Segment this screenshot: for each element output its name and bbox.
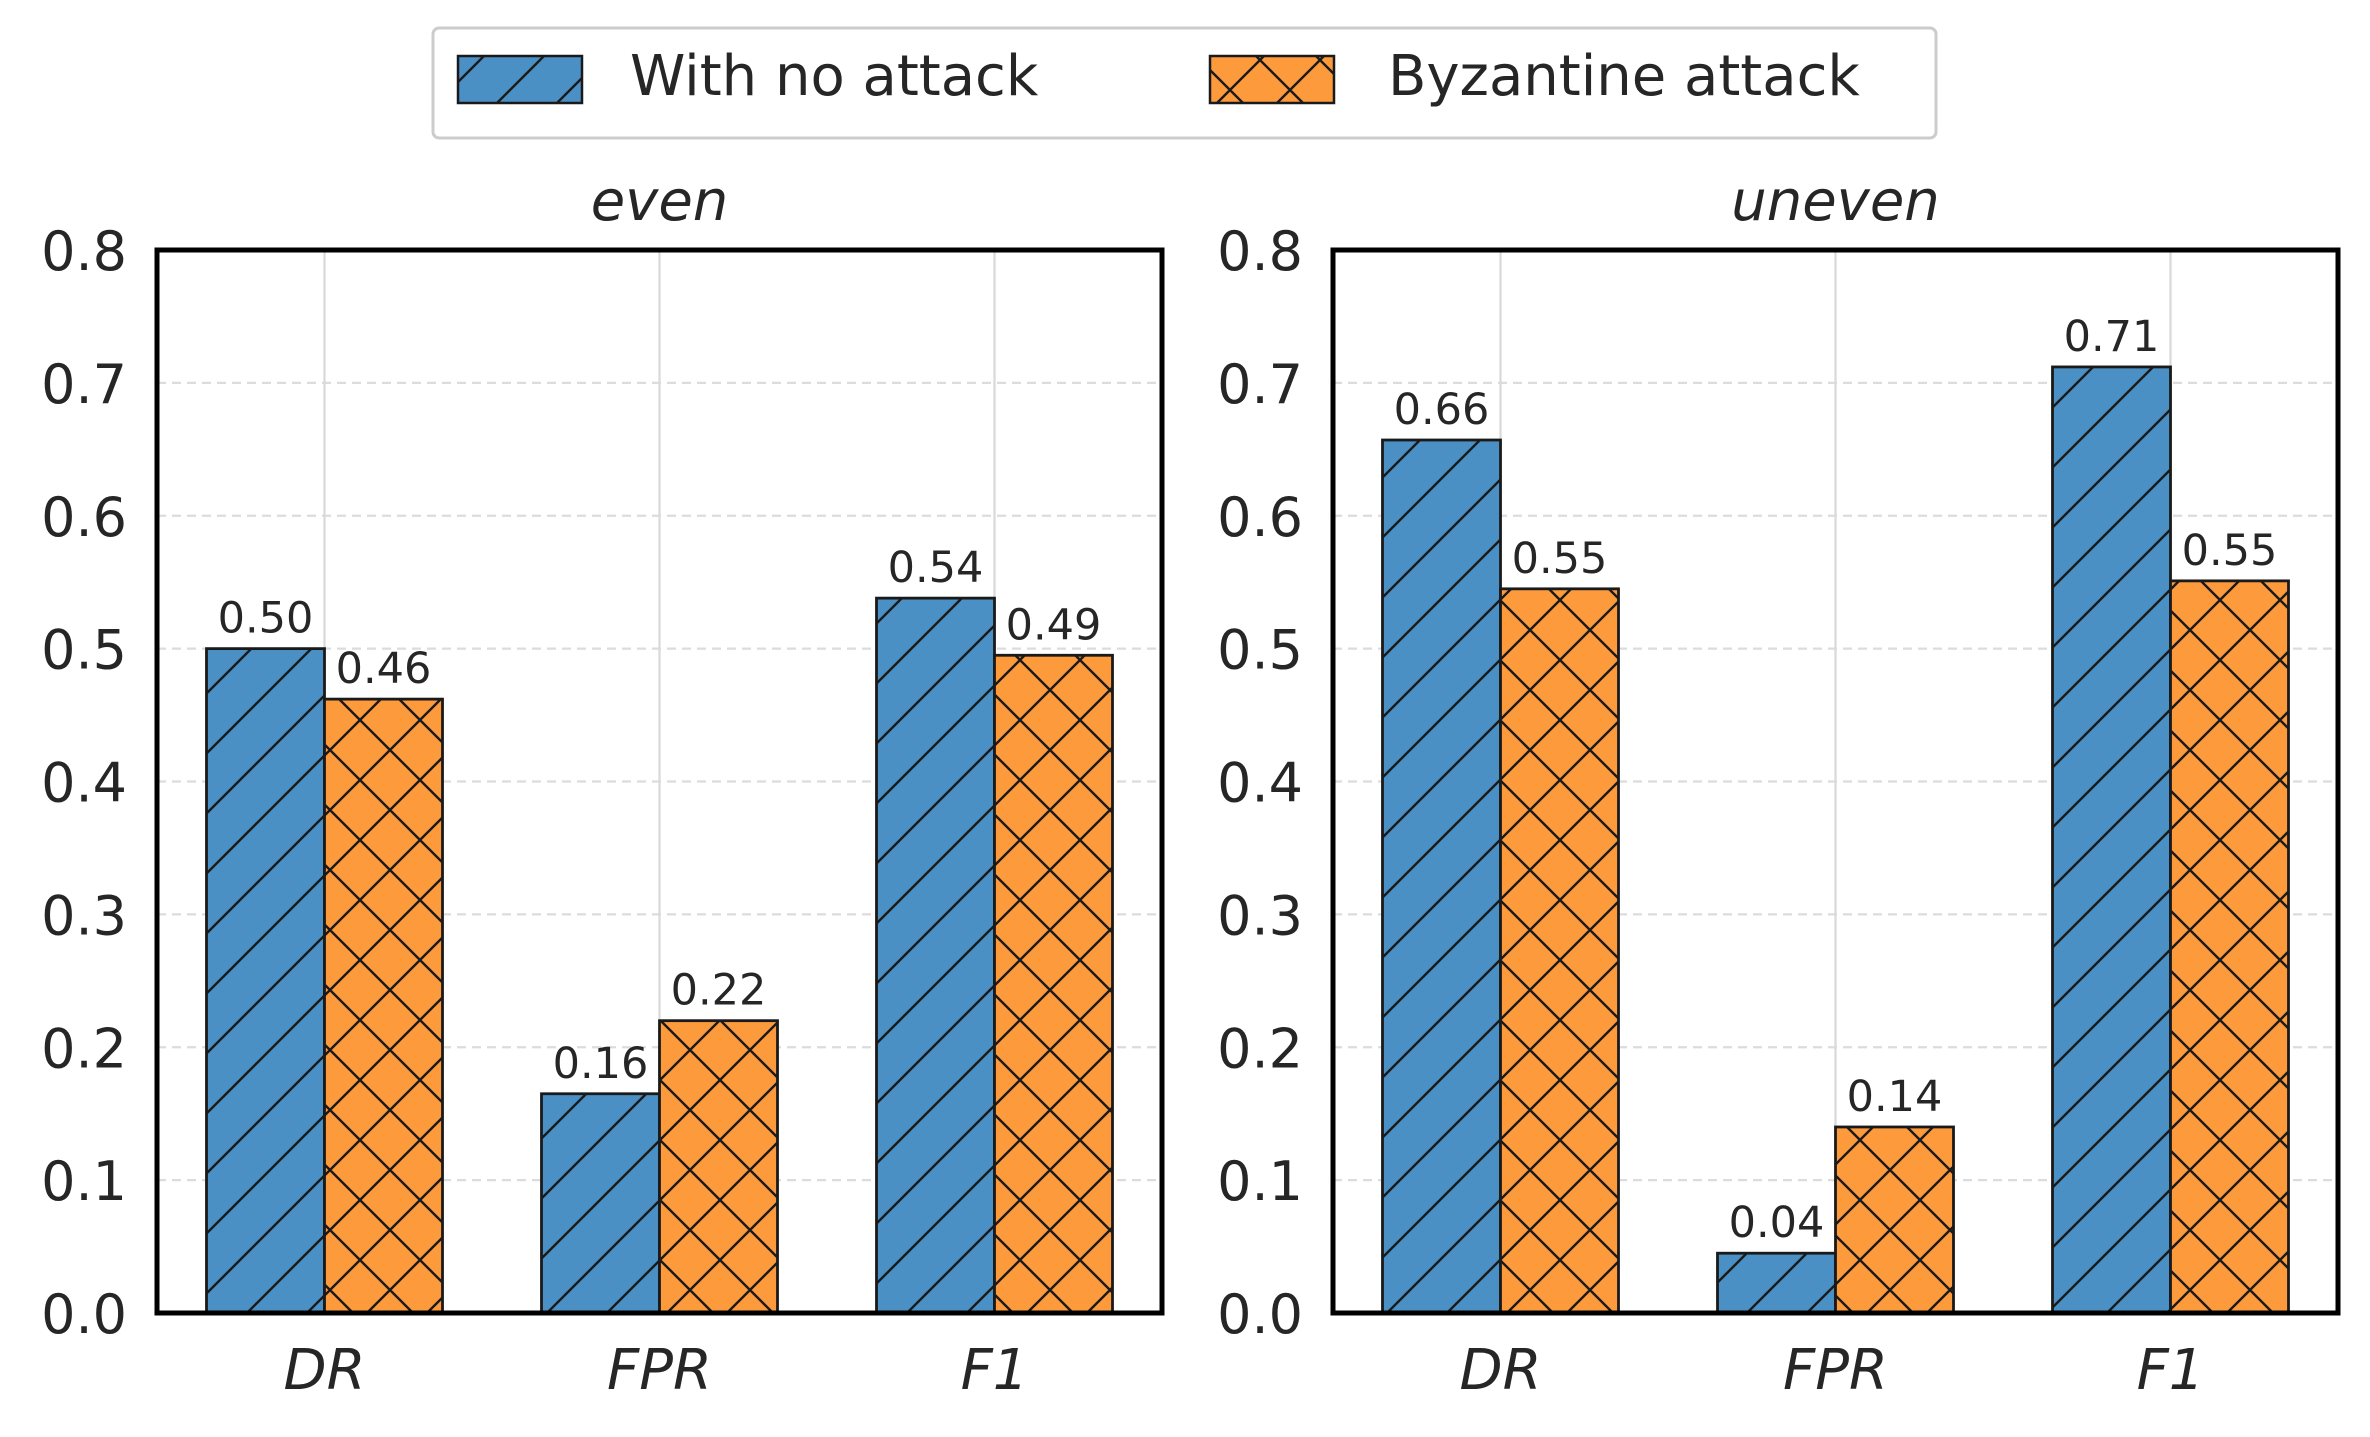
bar-hatch-f1-series0 xyxy=(2051,365,2172,1315)
data-label: 0.55 xyxy=(2182,526,2278,576)
y-tick-label: 0.0 xyxy=(41,1283,127,1346)
x-tick-label: F1 xyxy=(2137,1338,2205,1403)
panel-title: even xyxy=(591,169,729,234)
y-tick-label: 0.5 xyxy=(1217,619,1303,682)
bar-hatch-fpr-series0 xyxy=(540,1092,661,1315)
y-tick-label: 0.7 xyxy=(1217,353,1303,416)
bar-hatch-dr-series1 xyxy=(323,697,444,1315)
bar-hatch-dr-series1 xyxy=(1499,587,1620,1315)
legend-label-byzantine: Byzantine attack xyxy=(1388,44,1860,109)
bar-hatch-f1-series1 xyxy=(2169,579,2290,1315)
y-tick-label: 0.8 xyxy=(41,220,127,283)
bar-hatch-fpr-series1 xyxy=(1834,1125,1955,1315)
y-tick-label: 0.1 xyxy=(1217,1150,1303,1213)
y-tick-label: 0.4 xyxy=(1217,752,1303,815)
plot-frame xyxy=(1330,247,2341,1316)
y-tick-label: 0.5 xyxy=(41,619,127,682)
y-tick-label: 0.8 xyxy=(1217,220,1303,283)
legend: With no attack Byzantine attack xyxy=(431,26,1938,140)
y-tick-label: 0.2 xyxy=(1217,1017,1303,1080)
data-label: 0.22 xyxy=(671,966,767,1016)
bar-hatch-fpr-series0 xyxy=(1716,1251,1837,1315)
chart-panels: 0.0 0.1 0.2 0.3 0.4 0.5 0.6 0.7 0.8 0.50 0.16 0.54 0… xyxy=(41,169,2341,1403)
legend-entry-no-attack: With no attack xyxy=(456,44,1039,109)
y-tick-label: 0.7 xyxy=(41,353,127,416)
x-tick-label: DR xyxy=(1459,1338,1541,1403)
data-label: 0.49 xyxy=(1006,600,1102,650)
x-tick-label: DR xyxy=(283,1338,365,1403)
y-tick-label: 0.3 xyxy=(1217,884,1303,947)
data-label: 0.55 xyxy=(1512,534,1608,584)
data-label: 0.16 xyxy=(553,1039,649,1089)
x-tick-label: FPR xyxy=(1783,1338,1888,1403)
plot-frame xyxy=(154,247,1165,1316)
bar-hatch-dr-series0 xyxy=(1381,438,1502,1315)
bar-hatch-dr-series0 xyxy=(205,647,326,1315)
legend-frame xyxy=(431,26,1938,140)
legend-swatch-no-attack-hatch xyxy=(456,54,584,105)
y-tick-label: 0.4 xyxy=(41,752,127,815)
panel-title: uneven xyxy=(1731,169,1940,234)
legend-swatch-byzantine-hatch xyxy=(1208,54,1336,105)
y-tick-label: 0.1 xyxy=(41,1150,127,1213)
y-tick-label: 0.3 xyxy=(41,884,127,947)
legend-entry-byzantine: Byzantine attack xyxy=(1208,44,1860,109)
data-label: 0.66 xyxy=(1394,385,1490,435)
x-tick-label: FPR xyxy=(607,1338,712,1403)
y-tick-label: 0.2 xyxy=(41,1017,127,1080)
y-tick-label: 0.0 xyxy=(1217,1283,1303,1346)
data-label: 0.71 xyxy=(2064,312,2160,362)
panel-uneven: 0.0 0.1 0.2 0.3 0.4 0.5 0.6 0.7 0.8 0.66 0.04 0.71 0… xyxy=(1217,169,2341,1403)
data-label: 0.46 xyxy=(336,644,432,694)
bar-hatch-f1-series0 xyxy=(875,596,996,1315)
data-label: 0.50 xyxy=(218,594,314,644)
y-tick-label: 0.6 xyxy=(1217,486,1303,549)
x-tick-label: F1 xyxy=(961,1338,1029,1403)
y-tick-label: 0.6 xyxy=(41,486,127,549)
panel-even: 0.0 0.1 0.2 0.3 0.4 0.5 0.6 0.7 0.8 0.50 0.16 0.54 0… xyxy=(41,169,1165,1403)
legend-label-no-attack: With no attack xyxy=(630,44,1039,109)
data-label: 0.54 xyxy=(888,543,984,593)
data-label: 0.14 xyxy=(1847,1072,1943,1122)
bar-hatch-f1-series1 xyxy=(993,653,1114,1315)
data-label: 0.04 xyxy=(1729,1198,1825,1248)
bar-hatch-fpr-series1 xyxy=(658,1019,779,1315)
